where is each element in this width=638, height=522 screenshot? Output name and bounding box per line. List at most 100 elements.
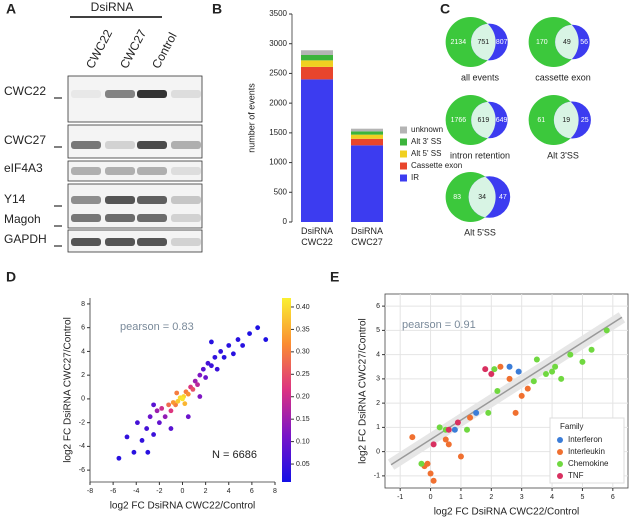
y-tick-label: 0 [283, 217, 288, 226]
legend-marker [557, 461, 563, 467]
legend-label: IR [411, 173, 419, 182]
x-tick-label: DsiRNA CWC22 [301, 226, 333, 247]
y-tick-label: 0 [81, 396, 85, 403]
bar-segment [351, 131, 383, 135]
point [197, 394, 203, 399]
point [209, 363, 214, 369]
point [588, 346, 595, 353]
x-tick-label: 6 [250, 488, 254, 495]
point [473, 409, 480, 416]
y-tick-label: 1000 [269, 158, 287, 167]
plot-frame [384, 293, 629, 489]
point [156, 420, 162, 426]
point [185, 414, 191, 420]
venn-count: 1766 [451, 117, 467, 124]
point [579, 358, 586, 365]
y-tick-label: 3500 [269, 9, 287, 18]
point [445, 426, 452, 433]
legend-label: Alt 3' SS [411, 137, 441, 146]
colorbar-tick-label: 0.40 [296, 304, 310, 311]
point [116, 455, 122, 461]
legend-marker [557, 449, 563, 455]
x-tick-label: 3 [520, 494, 524, 501]
panel-label: C [440, 1, 450, 17]
bar-segment [351, 145, 383, 222]
point [170, 400, 176, 405]
bar-segment [301, 66, 333, 80]
blot-band [71, 238, 101, 246]
venn-count: 619 [478, 117, 490, 124]
venn-count: 61 [537, 117, 545, 124]
y-tick-label: 8 [81, 301, 85, 308]
point [175, 398, 181, 404]
point [168, 426, 174, 431]
point [162, 414, 168, 420]
point [524, 385, 531, 392]
point [151, 402, 156, 408]
legend-swatch [400, 126, 407, 134]
venn-label: Alt 3'SS [547, 150, 579, 160]
venn-label: all events [461, 72, 500, 82]
lane-label: CWC22 [83, 27, 115, 71]
blot-band [171, 90, 201, 98]
y-tick-label: 5 [376, 327, 380, 334]
panel-label: D [6, 269, 16, 285]
point [436, 424, 443, 431]
legend-swatch [400, 162, 407, 170]
bar-segment [301, 60, 333, 67]
annotation: pearson = 0.91 [402, 319, 476, 331]
venn-count: 83 [453, 194, 461, 201]
point [424, 460, 431, 467]
point [182, 401, 188, 407]
row-label: GAPDH [4, 232, 47, 246]
point [135, 420, 140, 426]
x-tick-label: 2 [489, 494, 493, 501]
y-tick-label: 2000 [269, 98, 287, 107]
lane-label: Control [149, 30, 180, 71]
point [151, 432, 156, 437]
point [467, 414, 474, 421]
legend-marker [557, 437, 563, 443]
blot-frame [67, 75, 203, 123]
point [488, 371, 495, 378]
annotation: pearson = 0.83 [120, 321, 194, 333]
blot-band [105, 238, 135, 246]
y-tick-label: 6 [376, 303, 380, 310]
x-tick-label: DsiRNA CWC27 [351, 226, 383, 247]
point [221, 354, 227, 360]
point [409, 434, 416, 441]
legend-title: Family [560, 422, 584, 431]
bar-segment [301, 79, 333, 222]
point [494, 388, 501, 394]
y-tick-label: 3000 [269, 39, 287, 48]
blot-band [171, 214, 201, 222]
blot-frame [67, 124, 203, 159]
point [166, 402, 172, 408]
blot-band [71, 214, 101, 222]
blot-band [105, 214, 135, 222]
point [430, 441, 437, 448]
venn-count: 649 [496, 117, 508, 124]
blot-band [137, 238, 167, 246]
x-axis-label: log2 FC DsiRNA CWC22/Control [434, 507, 580, 518]
point [445, 441, 452, 448]
y-tick-label: -6 [79, 467, 85, 474]
x-tick-label: 8 [273, 488, 277, 495]
point [418, 460, 425, 467]
point [195, 382, 200, 388]
y-tick-label: 1500 [269, 128, 287, 137]
annotation: N = 6686 [212, 449, 257, 461]
legend-label: Alt 5' SS [411, 149, 441, 158]
blot-band [105, 196, 135, 204]
point [235, 337, 241, 342]
x-axis-label: log2 FC DsiRNA CWC22/Control [110, 501, 256, 512]
venn-overlap [468, 176, 496, 218]
legend-swatch [400, 174, 407, 182]
venn-overlap [471, 23, 496, 61]
y-tick-label: 500 [274, 187, 288, 196]
point [214, 366, 220, 372]
colorbar-tick-label: 0.25 [296, 371, 310, 378]
venn-count: 2134 [451, 39, 467, 46]
point [168, 408, 174, 414]
point [567, 351, 574, 358]
